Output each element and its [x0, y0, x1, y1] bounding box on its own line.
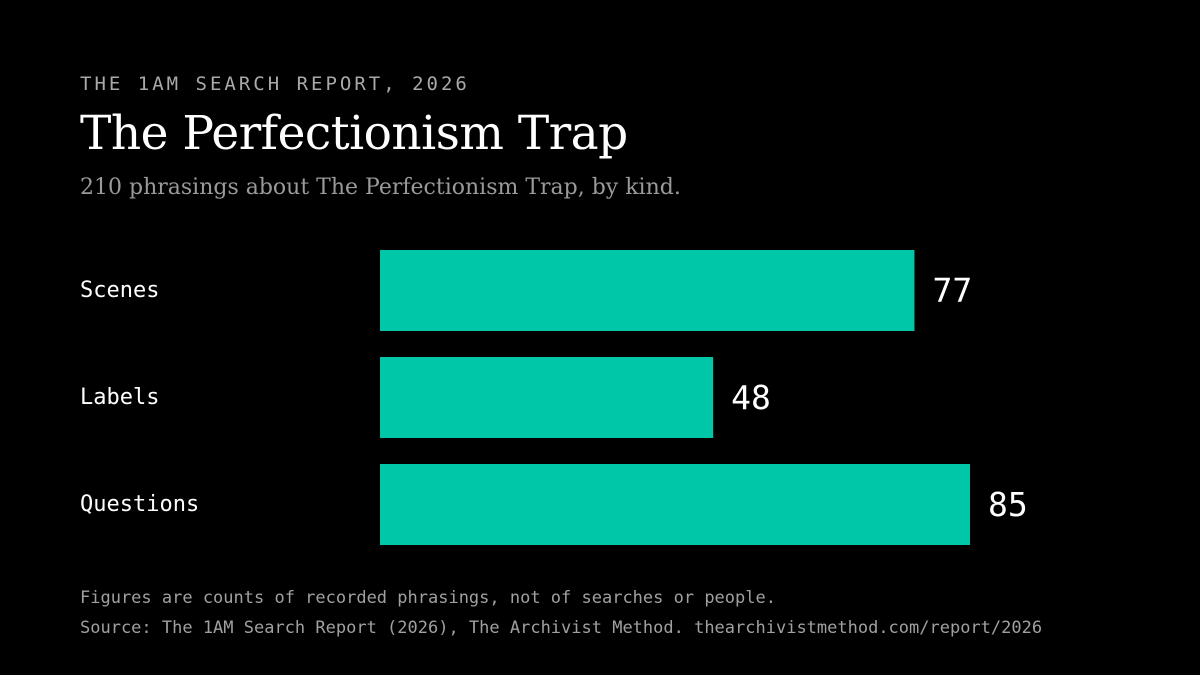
value-label-scenes: 77	[932, 271, 972, 310]
value-label-labels: 48	[731, 378, 771, 417]
bar-scenes	[380, 250, 915, 331]
chart-footnote: Figures are counts of recorded phrasings…	[80, 588, 776, 608]
category-label-labels: Labels	[80, 385, 159, 410]
value-label-questions: 85	[988, 485, 1028, 524]
bar-labels	[380, 357, 714, 438]
bar-questions	[380, 464, 970, 545]
category-label-questions: Questions	[80, 492, 199, 517]
category-label-scenes: Scenes	[80, 278, 159, 303]
chart-title: The Perfectionism Trap	[80, 106, 628, 161]
chart-source: Source: The 1AM Search Report (2026), Th…	[80, 618, 1043, 638]
chart-subtitle: 210 phrasings about The Perfectionism Tr…	[80, 175, 681, 200]
report-kicker: THE 1AM SEARCH REPORT, 2026	[80, 73, 470, 95]
